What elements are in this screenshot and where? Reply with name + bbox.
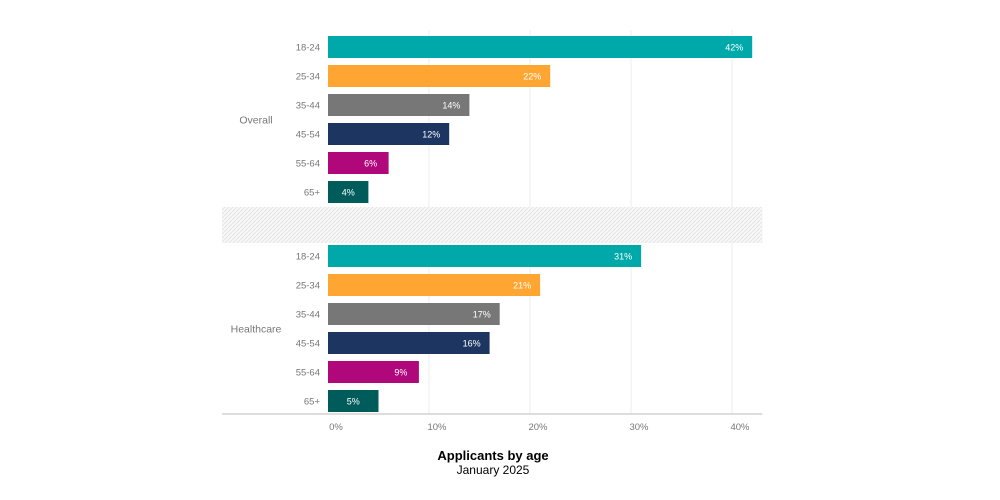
bar — [328, 361, 419, 383]
category-label: 25-34 — [296, 281, 320, 292]
group-separator — [222, 207, 763, 243]
data-label: 12% — [422, 130, 440, 140]
data-label: 6% — [364, 159, 377, 169]
data-label: 17% — [473, 310, 491, 320]
bar — [328, 332, 490, 354]
category-label: 35-44 — [296, 101, 320, 112]
x-tick-label: 20% — [528, 422, 548, 433]
category-label: 18-24 — [296, 252, 320, 263]
data-label: 9% — [394, 368, 407, 378]
data-label: 42% — [725, 43, 743, 53]
category-label: 65+ — [304, 397, 321, 408]
bar — [328, 94, 470, 116]
bar — [328, 36, 753, 58]
category-label: 55-64 — [296, 368, 320, 379]
x-tick-label: 10% — [427, 422, 447, 433]
bar — [328, 390, 379, 412]
category-label: 55-64 — [296, 159, 320, 170]
bar — [328, 181, 369, 203]
bar — [328, 152, 389, 174]
bar — [328, 245, 642, 267]
bar — [328, 123, 450, 145]
category-label: 35-44 — [296, 310, 320, 321]
group-label: Overall — [239, 115, 272, 127]
data-label: 14% — [442, 101, 460, 111]
category-label: 45-54 — [296, 339, 320, 350]
category-label: 18-24 — [296, 43, 320, 54]
category-label: 45-54 — [296, 130, 320, 141]
category-label: 65+ — [304, 188, 321, 199]
data-label: 21% — [513, 281, 531, 291]
data-label: 5% — [347, 397, 360, 407]
chart-title-block: Applicants by age January 2025 — [0, 448, 986, 477]
bar — [328, 274, 541, 296]
chart-title: Applicants by age — [437, 448, 549, 463]
group-label: Healthcare — [231, 324, 282, 336]
bar — [328, 65, 551, 87]
chart-subtitle: January 2025 — [456, 463, 530, 477]
bar — [328, 303, 500, 325]
data-label: 22% — [523, 72, 541, 82]
x-tick-label: 0% — [329, 422, 343, 433]
data-label: 4% — [342, 188, 355, 198]
category-label: 25-34 — [296, 72, 320, 83]
data-label: 16% — [463, 339, 481, 349]
x-tick-label: 40% — [730, 422, 750, 433]
data-label: 31% — [614, 252, 632, 262]
x-tick-label: 30% — [629, 422, 649, 433]
